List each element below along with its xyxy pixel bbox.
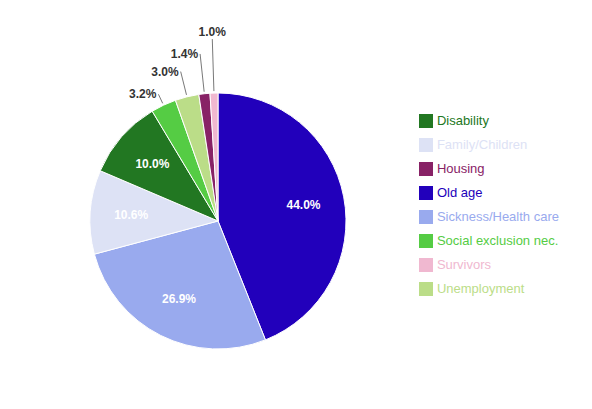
svg-text:44.0%: 44.0% — [286, 198, 320, 212]
html-text:Housing: Housing — [436, 160, 485, 176]
html-text:Survivors: Survivors — [436, 256, 492, 272]
svg-text:10.6%: 10.6% — [114, 208, 148, 222]
html-text:Sickness/Health care: Sickness/Health care — [436, 208, 559, 224]
html-text:Old age: Old age — [436, 184, 483, 200]
html-text:Disability: Disability — [436, 112, 489, 128]
svg-text:1.4%: 1.4% — [171, 47, 199, 61]
svg-text:26.9%: 26.9% — [162, 292, 196, 306]
svg-text:3.2%: 3.2% — [129, 87, 157, 101]
html-text:Unemployment: Unemployment — [436, 280, 525, 296]
svg-text:1.0%: 1.0% — [199, 25, 227, 39]
html-text:Family/Children: Family/Children — [436, 136, 528, 152]
svg-text:3.0%: 3.0% — [151, 65, 179, 79]
html-text:Social exclusion nec.: Social exclusion nec. — [436, 232, 559, 248]
svg-text:10.0%: 10.0% — [135, 157, 169, 171]
